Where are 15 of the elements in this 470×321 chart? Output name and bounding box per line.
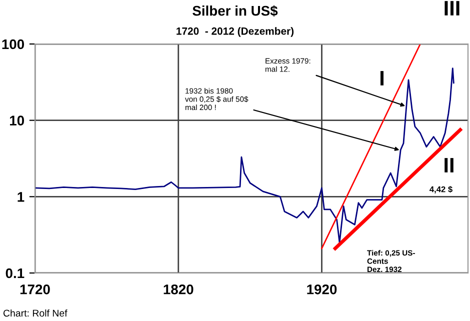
- text: Chart: Rolf Nef: [3, 309, 68, 317]
- annotation: II: [444, 158, 454, 172]
- x-tick-label: 1920: [307, 284, 337, 294]
- x-tick-label: 1820: [164, 284, 194, 294]
- chart-subtitle: 1720 - 2012 (Dezember): [176, 27, 294, 37]
- annotation: 4,42 $: [430, 186, 452, 194]
- y-tick-label: 0.1: [6, 268, 24, 278]
- y-tick-label: 10: [10, 116, 24, 126]
- x-tick-label: 1720: [20, 284, 50, 294]
- y-tick-label: 100: [2, 39, 24, 50]
- line-series: [35, 68, 454, 244]
- chart-title: Silber in US$: [192, 5, 278, 17]
- y-tick-label: 1: [18, 192, 24, 202]
- text: III: [444, 1, 460, 16]
- annotation: I: [380, 71, 384, 86]
